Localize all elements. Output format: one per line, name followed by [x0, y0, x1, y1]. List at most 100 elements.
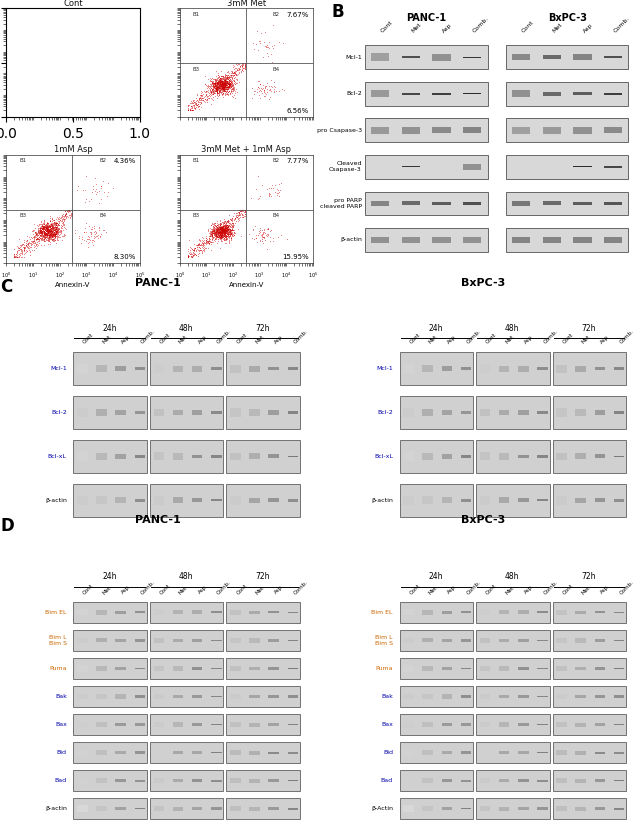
Point [49, 229, 59, 242]
Point [204, 233, 214, 246]
Point [219, 78, 229, 92]
FancyBboxPatch shape [556, 453, 567, 460]
Point [12, 247, 22, 260]
FancyBboxPatch shape [135, 367, 145, 370]
Point [38, 228, 49, 241]
FancyBboxPatch shape [422, 666, 433, 671]
Point [54, 77, 64, 90]
Point [224, 77, 234, 90]
Point [60, 213, 70, 226]
Point [186, 99, 196, 113]
Point [212, 82, 222, 95]
Point [208, 223, 218, 236]
Point [46, 83, 56, 96]
Point [201, 231, 211, 244]
Point [229, 82, 239, 95]
Point [218, 86, 228, 99]
Point [240, 59, 251, 73]
Point [219, 222, 229, 235]
Point [40, 86, 51, 99]
Point [52, 224, 62, 238]
Point [221, 81, 231, 94]
Point [233, 62, 244, 75]
Point [240, 61, 250, 74]
Point [217, 78, 228, 91]
Point [210, 219, 221, 233]
Point [219, 81, 229, 94]
Point [37, 220, 47, 234]
FancyBboxPatch shape [115, 667, 126, 670]
Point [278, 37, 288, 50]
Point [210, 82, 221, 95]
FancyBboxPatch shape [461, 808, 471, 809]
Point [211, 82, 221, 95]
Point [40, 77, 50, 90]
Point [204, 92, 214, 105]
Point [53, 88, 63, 101]
Text: B2: B2 [272, 158, 279, 163]
Point [213, 229, 224, 243]
Point [213, 227, 224, 240]
Point [204, 234, 214, 247]
Point [212, 222, 222, 235]
Point [28, 224, 38, 238]
Point [226, 228, 236, 241]
Point [86, 223, 96, 236]
FancyBboxPatch shape [399, 658, 473, 679]
Point [237, 204, 247, 218]
Point [255, 234, 265, 247]
Point [46, 75, 56, 88]
Point [231, 57, 242, 70]
Point [76, 236, 86, 249]
Point [224, 222, 235, 235]
Point [40, 78, 51, 91]
FancyBboxPatch shape [518, 723, 529, 726]
FancyBboxPatch shape [543, 92, 561, 96]
Point [222, 214, 232, 228]
Point [215, 79, 225, 93]
Point [66, 209, 76, 223]
Point [60, 222, 71, 235]
Point [221, 222, 231, 235]
FancyBboxPatch shape [461, 723, 471, 726]
Point [38, 232, 48, 245]
Point [12, 249, 22, 262]
Point [56, 58, 67, 72]
Text: Asp: Asp [197, 585, 208, 595]
Point [64, 203, 74, 216]
Point [44, 71, 54, 84]
Point [31, 83, 42, 96]
Point [42, 221, 52, 234]
Point [210, 73, 221, 86]
Point [212, 80, 222, 93]
Point [272, 186, 283, 199]
Point [51, 212, 62, 225]
Point [201, 69, 211, 83]
Point [219, 80, 229, 93]
Point [240, 204, 251, 218]
Point [33, 233, 43, 246]
Point [41, 230, 51, 244]
Point [226, 79, 236, 93]
Point [216, 78, 226, 92]
Point [210, 84, 221, 98]
Point [219, 76, 229, 89]
Point [54, 216, 64, 229]
Point [238, 210, 248, 224]
Point [37, 222, 47, 235]
Point [51, 68, 61, 82]
Point [217, 230, 228, 244]
Point [36, 224, 46, 237]
Point [212, 218, 222, 231]
Point [40, 220, 51, 234]
Point [38, 221, 48, 234]
Point [240, 57, 250, 70]
Point [40, 83, 50, 96]
Point [47, 76, 57, 89]
Point [237, 203, 247, 217]
Point [33, 85, 44, 98]
Point [215, 227, 226, 240]
Point [259, 226, 269, 239]
Point [207, 228, 217, 241]
Point [224, 81, 235, 94]
